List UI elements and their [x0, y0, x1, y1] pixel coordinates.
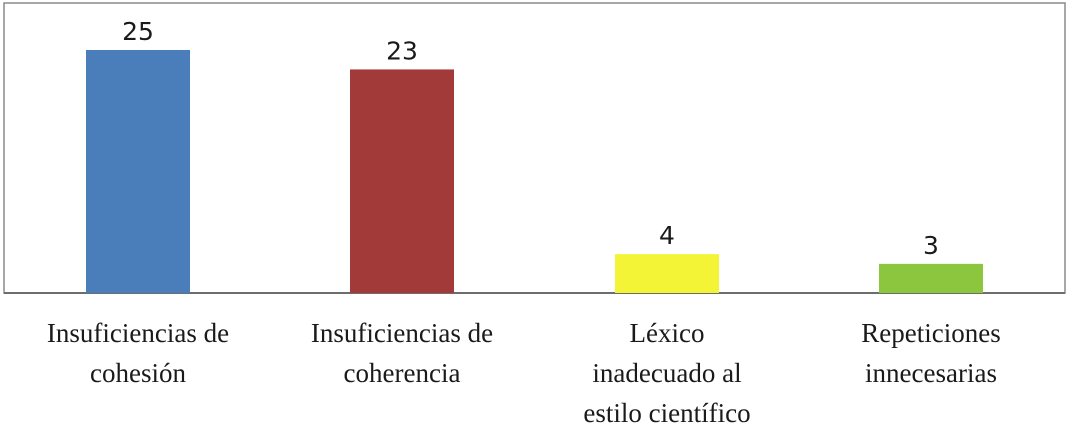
category-label-2-line-1: inadecuado al — [592, 358, 741, 388]
category-label-1-line-1: coherencia — [344, 358, 461, 388]
bar-2 — [615, 254, 719, 293]
category-label-2-line-2: estilo científico — [583, 398, 750, 428]
category-label-3-line-1: innecesarias — [865, 358, 997, 388]
category-labels-group: Insuficiencias de cohesión Insuficiencias … — [47, 318, 1001, 428]
category-label-2-line-0: Léxico — [630, 318, 705, 348]
bar-0 — [86, 50, 190, 293]
value-label-3: 3 — [923, 231, 939, 260]
bar-3 — [879, 263, 983, 293]
category-label-3-line-0: Repeticiones — [861, 318, 1000, 348]
category-label-0-line-0: Insuficiencias de — [47, 318, 229, 348]
value-labels-group: 25 23 4 3 — [122, 17, 939, 260]
value-label-0: 25 — [122, 17, 154, 46]
value-label-2: 4 — [659, 221, 675, 250]
value-label-1: 23 — [386, 36, 418, 65]
category-label-0-line-1: cohesión — [90, 358, 186, 388]
category-label-1-line-0: Insuficiencias de — [311, 318, 493, 348]
bars-group — [86, 50, 983, 293]
bar-1 — [350, 69, 454, 293]
